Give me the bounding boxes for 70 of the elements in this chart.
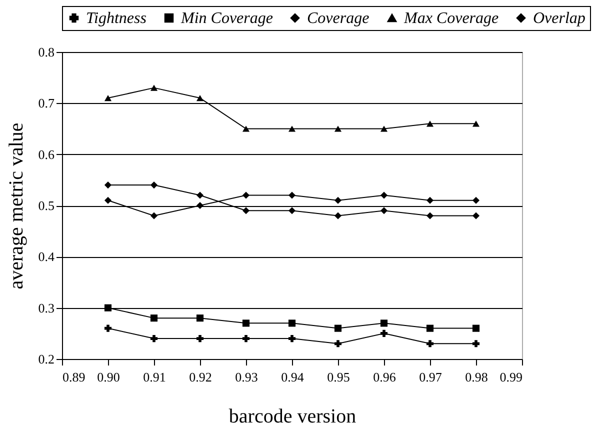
point [472,324,480,332]
x-tick-label: 0.96 [373,370,396,384]
x-tick-label: 0.90 [97,370,120,384]
x-tick-label: 0.91 [143,370,166,384]
point [150,314,158,322]
legend-label: Overlap [533,10,586,27]
x-tick-label: 0.99 [500,370,522,384]
y-tick-label: 0.2 [38,352,54,366]
point [242,334,250,342]
x-tick-label: 0.97 [419,370,442,384]
legend-label: Max Coverage [403,10,499,27]
point [380,192,388,199]
point [334,196,342,204]
point [334,126,342,132]
point [242,207,250,214]
y-tick-label: 0.6 [38,146,55,162]
legend-label: Coverage [307,10,370,27]
point [150,84,158,91]
point [472,212,480,220]
point [196,334,204,342]
legend-label: Min Coverage [180,10,273,27]
point [150,181,158,189]
point [288,126,296,132]
point [380,330,388,337]
y-tick-label: 0.7 [38,96,55,111]
point [104,324,112,332]
point [288,207,296,214]
point [334,340,342,348]
point [472,340,480,348]
y-tick-label: 0.5 [38,198,54,213]
point [196,314,204,322]
x-tick-label: 0.98 [465,370,488,384]
point [104,196,112,204]
point [472,120,480,127]
point [196,94,204,102]
y-tick-label: 0.4 [38,249,55,264]
point [426,212,434,220]
point [150,334,158,342]
y-tick-label: 0.8 [38,44,54,60]
point [472,196,480,204]
y-tick-label: 0.3 [38,300,54,316]
point [104,304,112,312]
point [196,192,204,199]
point [288,192,296,199]
point [426,120,434,127]
x-tick-label: 0.93 [235,370,258,384]
point [104,94,112,102]
point [150,212,158,220]
point [242,192,250,199]
point [196,202,204,210]
point [426,324,434,332]
y-axis-title: average metric value [5,122,28,290]
x-tick-label: 0.95 [327,370,350,384]
point [380,320,388,327]
point [380,207,388,214]
point [334,212,342,220]
x-axis-title: barcode version [228,406,356,428]
point [242,320,250,327]
point [380,126,388,132]
x-tick-label: 0.89 [62,370,86,384]
x-tick-label: 0.94 [281,370,304,384]
point [242,126,250,132]
legend-label: Tightness [86,10,146,27]
point [426,340,434,348]
point [288,320,296,327]
x-tick-label: 0.92 [189,370,212,384]
point [104,181,112,189]
point [426,196,434,204]
point [334,324,342,332]
point [288,334,296,342]
